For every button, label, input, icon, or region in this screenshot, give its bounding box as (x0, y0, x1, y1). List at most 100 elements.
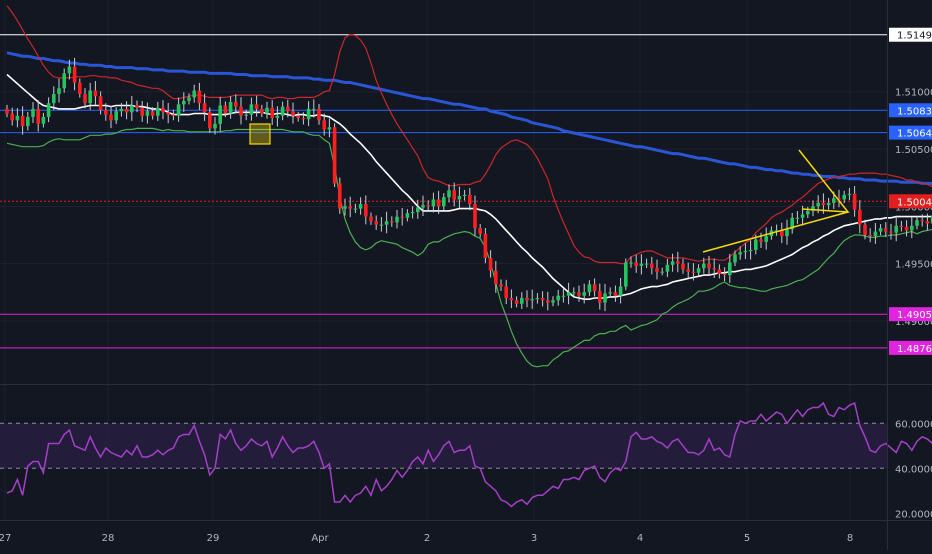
candle-body-42 (223, 105, 228, 114)
level-value-label: 1.48765 (897, 344, 932, 355)
candle-body-62 (327, 127, 332, 130)
candle-body-177 (925, 221, 930, 224)
candle-body-70 (369, 216, 373, 222)
level-value-box-1 (889, 103, 932, 118)
candle-body-148 (774, 230, 779, 232)
candle-body-54 (286, 106, 290, 112)
candle-body-105 (551, 300, 555, 303)
drawing-annotations (249, 123, 850, 253)
candle-body-165 (863, 224, 867, 235)
candle-body-43 (228, 102, 233, 114)
level-value-label: 1.51497 (897, 31, 932, 42)
candle-body-66 (348, 206, 352, 209)
candle-body-60 (317, 108, 321, 121)
candle-body-11 (62, 73, 66, 89)
candle-body-10 (57, 88, 61, 94)
candle-body-0 (5, 108, 9, 114)
candle-body-135 (707, 263, 711, 269)
candle-body-102 (535, 298, 540, 300)
candle-body-124 (650, 263, 654, 269)
candle-body-136 (712, 268, 716, 270)
level-value-box-0 (889, 27, 932, 42)
candle-body-156 (816, 202, 820, 207)
candle-body-110 (577, 292, 581, 296)
candle-body-151 (790, 217, 794, 230)
candle-body-159 (832, 198, 836, 203)
candle-body-101 (530, 299, 534, 301)
candle-body-111 (582, 292, 586, 296)
candle-body-94 (494, 270, 498, 285)
candle-body-106 (556, 295, 560, 301)
candle-body-161 (842, 194, 846, 200)
axis-labels: 1.510001.505001.495001.500001.490001.514… (0, 27, 932, 544)
candle-body-40 (213, 123, 217, 129)
candle-body-143 (748, 249, 753, 252)
candle-body-141 (738, 252, 742, 255)
candle-body-153 (800, 214, 805, 218)
time-tick-label: 5 (744, 533, 750, 544)
candle-body-95 (499, 284, 503, 287)
candle-body-118 (618, 286, 623, 296)
candle-body-163 (852, 193, 857, 210)
candle-body-145 (759, 239, 763, 242)
candle-body-129 (676, 261, 680, 264)
time-tick-label: 3 (531, 533, 537, 544)
candle-body-142 (743, 251, 748, 253)
candle-body-27 (145, 111, 150, 116)
candle-body-64 (338, 183, 342, 209)
rsi-tick-label: 20.0000 (895, 509, 932, 520)
candle-body-168 (878, 228, 883, 232)
candle-body-96 (504, 286, 508, 299)
candle-body-125 (655, 268, 659, 272)
candle-body-37 (197, 90, 202, 104)
candle-body-131 (686, 269, 690, 272)
level-value-box-2 (889, 125, 932, 140)
candle-body-167 (873, 231, 878, 237)
price-tick-label: 1.49500 (895, 260, 932, 271)
candle-body-98 (514, 300, 519, 304)
candle-body-140 (733, 254, 737, 263)
candle-body-83 (436, 199, 441, 207)
candle-body-138 (722, 273, 727, 276)
candle-body-178 (930, 215, 932, 224)
candle-body-87 (457, 196, 462, 200)
candle-body-8 (46, 103, 51, 117)
candle-body-7 (41, 116, 46, 124)
candle-body-146 (764, 236, 768, 242)
candle-body-119 (624, 262, 628, 287)
price-tick-label: 1.51000 (895, 88, 932, 99)
rsi-tick-label: 60.0000 (895, 419, 932, 430)
candle-body-114 (598, 291, 602, 303)
candle-body-46 (244, 114, 248, 116)
candle-body-176 (920, 220, 924, 222)
candle-body-47 (249, 104, 254, 115)
candle-body-73 (384, 221, 389, 225)
candle-body-61 (322, 120, 326, 130)
candle-body-78 (410, 212, 415, 214)
price-tick-label: 1.49000 (895, 317, 932, 328)
candle-body-132 (691, 271, 696, 273)
triangle-pattern-lower (702, 211, 849, 253)
candle-body-126 (660, 271, 664, 273)
candle-body-58 (306, 108, 311, 120)
candle-body-120 (629, 262, 633, 264)
level-value-label: 1.50044 (897, 197, 932, 208)
candle-body-75 (395, 216, 399, 223)
candle-body-162 (847, 193, 852, 195)
candlesticks (5, 57, 932, 312)
grid-lines (0, 0, 887, 520)
candle-body-93 (488, 257, 493, 271)
candle-body-51 (270, 107, 274, 119)
level-value-box-3 (889, 194, 932, 209)
candle-body-169 (884, 228, 888, 232)
candle-body-81 (426, 205, 430, 207)
time-tick-label: 27 (0, 533, 11, 544)
candle-body-1 (10, 113, 14, 121)
candle-body-21 (114, 111, 118, 121)
rsi-tick-label: 40.0000 (895, 464, 932, 475)
candle-body-80 (421, 205, 425, 208)
candle-body-130 (681, 263, 685, 270)
time-tick-label: 4 (637, 533, 643, 544)
